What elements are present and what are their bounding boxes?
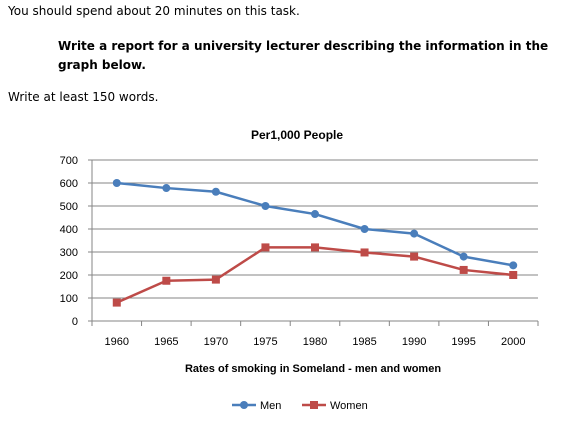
x-tick-label: 1980 bbox=[303, 336, 327, 348]
data-point-men bbox=[410, 229, 419, 238]
chart-title: Per1,000 People bbox=[251, 128, 343, 142]
data-point-women bbox=[410, 252, 419, 261]
y-tick-label: 200 bbox=[60, 270, 78, 282]
data-point-women bbox=[162, 276, 171, 285]
y-tick-label: 300 bbox=[60, 247, 78, 259]
y-axis-ticks: 0 100 200 300 400 500 600 700 bbox=[60, 155, 92, 328]
legend-label-women: Women bbox=[330, 400, 368, 412]
x-tick-label: 1970 bbox=[204, 336, 228, 348]
legend-marker-men bbox=[240, 401, 248, 409]
data-point-women bbox=[112, 298, 121, 307]
y-tick-label: 400 bbox=[60, 224, 78, 236]
task-instruction: Write a report for a university lecturer… bbox=[58, 39, 549, 72]
legend-label-men: Men bbox=[260, 400, 281, 412]
y-tick-label: 0 bbox=[72, 316, 78, 328]
data-point-men bbox=[211, 187, 220, 196]
data-point-women bbox=[509, 271, 518, 279]
data-point-men bbox=[311, 210, 319, 219]
x-tick-label: 2000 bbox=[501, 336, 525, 348]
x-tick-label: 1985 bbox=[352, 336, 376, 348]
y-tick-label: 100 bbox=[60, 293, 78, 305]
data-point-men bbox=[509, 261, 518, 270]
x-tick-label: 1995 bbox=[451, 336, 475, 348]
data-point-women bbox=[211, 275, 220, 284]
series-line-men bbox=[116, 181, 514, 267]
data-point-men bbox=[162, 184, 171, 193]
gridlines bbox=[92, 159, 538, 299]
x-tick-label: 1990 bbox=[402, 336, 426, 348]
intro-text: You should spend about 20 minutes on thi… bbox=[8, 4, 300, 18]
data-point-women bbox=[261, 243, 270, 252]
x-axis-label: Rates of smoking in Someland - men and w… bbox=[185, 363, 441, 375]
data-point-women bbox=[459, 265, 468, 274]
data-point-men bbox=[261, 202, 270, 210]
x-tick-label: 1965 bbox=[154, 336, 178, 348]
data-point-men bbox=[112, 179, 121, 187]
series-layer bbox=[112, 179, 518, 307]
y-tick-label: 500 bbox=[60, 201, 78, 213]
x-axis-ticks: 1960 1965 1970 1975 1980 1985 1990 1995 2000 bbox=[91, 321, 539, 348]
data-point-women bbox=[360, 248, 369, 257]
axes bbox=[91, 160, 538, 322]
legend-marker-women bbox=[310, 401, 318, 409]
y-tick-label: 700 bbox=[60, 155, 78, 167]
data-point-men bbox=[360, 225, 369, 233]
legend: Men Women bbox=[232, 400, 368, 412]
data-point-men bbox=[459, 252, 468, 261]
x-tick-label: 1975 bbox=[253, 336, 277, 348]
x-tick-label: 1960 bbox=[105, 336, 129, 348]
word-count-instruction: Write at least 150 words. bbox=[8, 90, 159, 104]
data-point-women bbox=[311, 243, 319, 252]
y-tick-label: 600 bbox=[60, 178, 78, 190]
